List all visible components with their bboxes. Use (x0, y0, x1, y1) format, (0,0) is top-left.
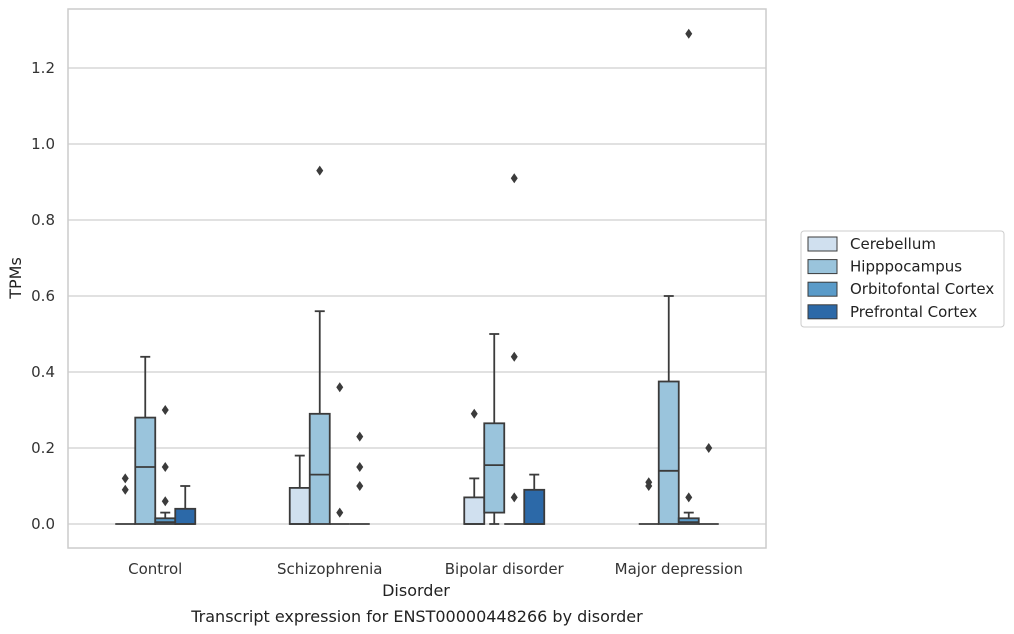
box-hipppocampus (657, 295, 680, 525)
box-cerebellum (463, 408, 486, 525)
outlier-point (685, 28, 693, 39)
box-body (134, 416, 157, 525)
plot-frame (67, 8, 767, 549)
box-cerebellum (115, 473, 136, 525)
box-body (154, 517, 177, 525)
boxes-layer (115, 28, 719, 525)
box-body (657, 380, 680, 525)
outlier-point (161, 462, 169, 472)
grid-lines (68, 67, 766, 525)
box-prefrontal-cortex (174, 485, 197, 525)
outlier-point (161, 496, 169, 507)
y-tick-label: 1.2 (31, 59, 55, 77)
y-tick-label: 0.4 (31, 363, 55, 381)
box-orbitofontal-cortex (154, 405, 177, 525)
box-cerebellum (288, 454, 311, 525)
y-tick-label: 0.0 (31, 515, 55, 533)
box-hipppocampus (483, 333, 506, 525)
outlier-point (161, 405, 169, 415)
x-tick-labels: Control Schizophrenia Bipolar disorder Majo… (128, 560, 743, 578)
outlier-point (645, 477, 653, 488)
outlier-point (121, 484, 129, 495)
legend: Cerebellum Hipppocampus Orbitofontal Corte… (800, 230, 1005, 328)
box-body (483, 422, 506, 514)
box-hipppocampus (134, 355, 157, 525)
x-tick-label: Bipolar disorder (445, 560, 565, 578)
outlier-point (356, 431, 364, 442)
outlier-point (510, 351, 518, 362)
legend-label: Cerebellum (850, 235, 936, 253)
outlier-point (510, 173, 518, 184)
outlier-point (470, 408, 478, 419)
legend-frame (800, 230, 1005, 328)
box-hipppocampus (308, 165, 331, 525)
legend-label: Hipppocampus (850, 258, 962, 276)
outlier-point (336, 507, 344, 518)
legend-swatch (807, 304, 838, 320)
y-axis-title: TPMs (6, 257, 25, 300)
y-tick-label: 1.0 (31, 135, 55, 153)
x-tick-label: Major depression (615, 560, 743, 578)
outlier-point (510, 492, 518, 503)
legend-swatch (807, 236, 838, 252)
box-orbitofontal-cortex (329, 382, 350, 525)
x-axis-title: Disorder (382, 581, 450, 600)
outlier-point (356, 481, 364, 491)
box-body (174, 507, 197, 525)
box-prefrontal-cortex (698, 443, 719, 525)
x-tick-label: Control (128, 560, 182, 578)
x-tick-label: Schizophrenia (277, 560, 382, 578)
box-body (288, 486, 311, 525)
outlier-point (336, 382, 344, 393)
outlier-point (685, 492, 693, 503)
box-body (677, 517, 700, 525)
y-tick-label: 0.2 (31, 439, 55, 457)
legend-swatch (807, 259, 838, 275)
outlier-point (121, 473, 129, 484)
box-prefrontal-cortex (523, 473, 546, 525)
outlier-point (316, 165, 324, 176)
y-tick-label: 0.8 (31, 211, 55, 229)
chart-caption: Transcript expression for ENST0000044826… (190, 607, 643, 626)
box-cerebellum (638, 477, 659, 525)
legend-label: Prefrontal Cortex (850, 303, 977, 321)
box-prefrontal-cortex (349, 431, 370, 525)
box-body (523, 488, 546, 525)
box-body (308, 412, 331, 525)
y-tick-label: 0.6 (31, 287, 55, 305)
y-tick-labels: 0.0 0.2 0.4 0.6 0.8 1.0 1.2 (31, 59, 55, 533)
box-body (463, 496, 486, 525)
legend-label: Orbitofontal Cortex (850, 280, 994, 298)
outlier-point (356, 462, 364, 472)
legend-swatch (807, 281, 838, 297)
box-orbitofontal-cortex (504, 173, 525, 525)
box-orbitofontal-cortex (677, 28, 700, 525)
outlier-point (705, 443, 713, 453)
